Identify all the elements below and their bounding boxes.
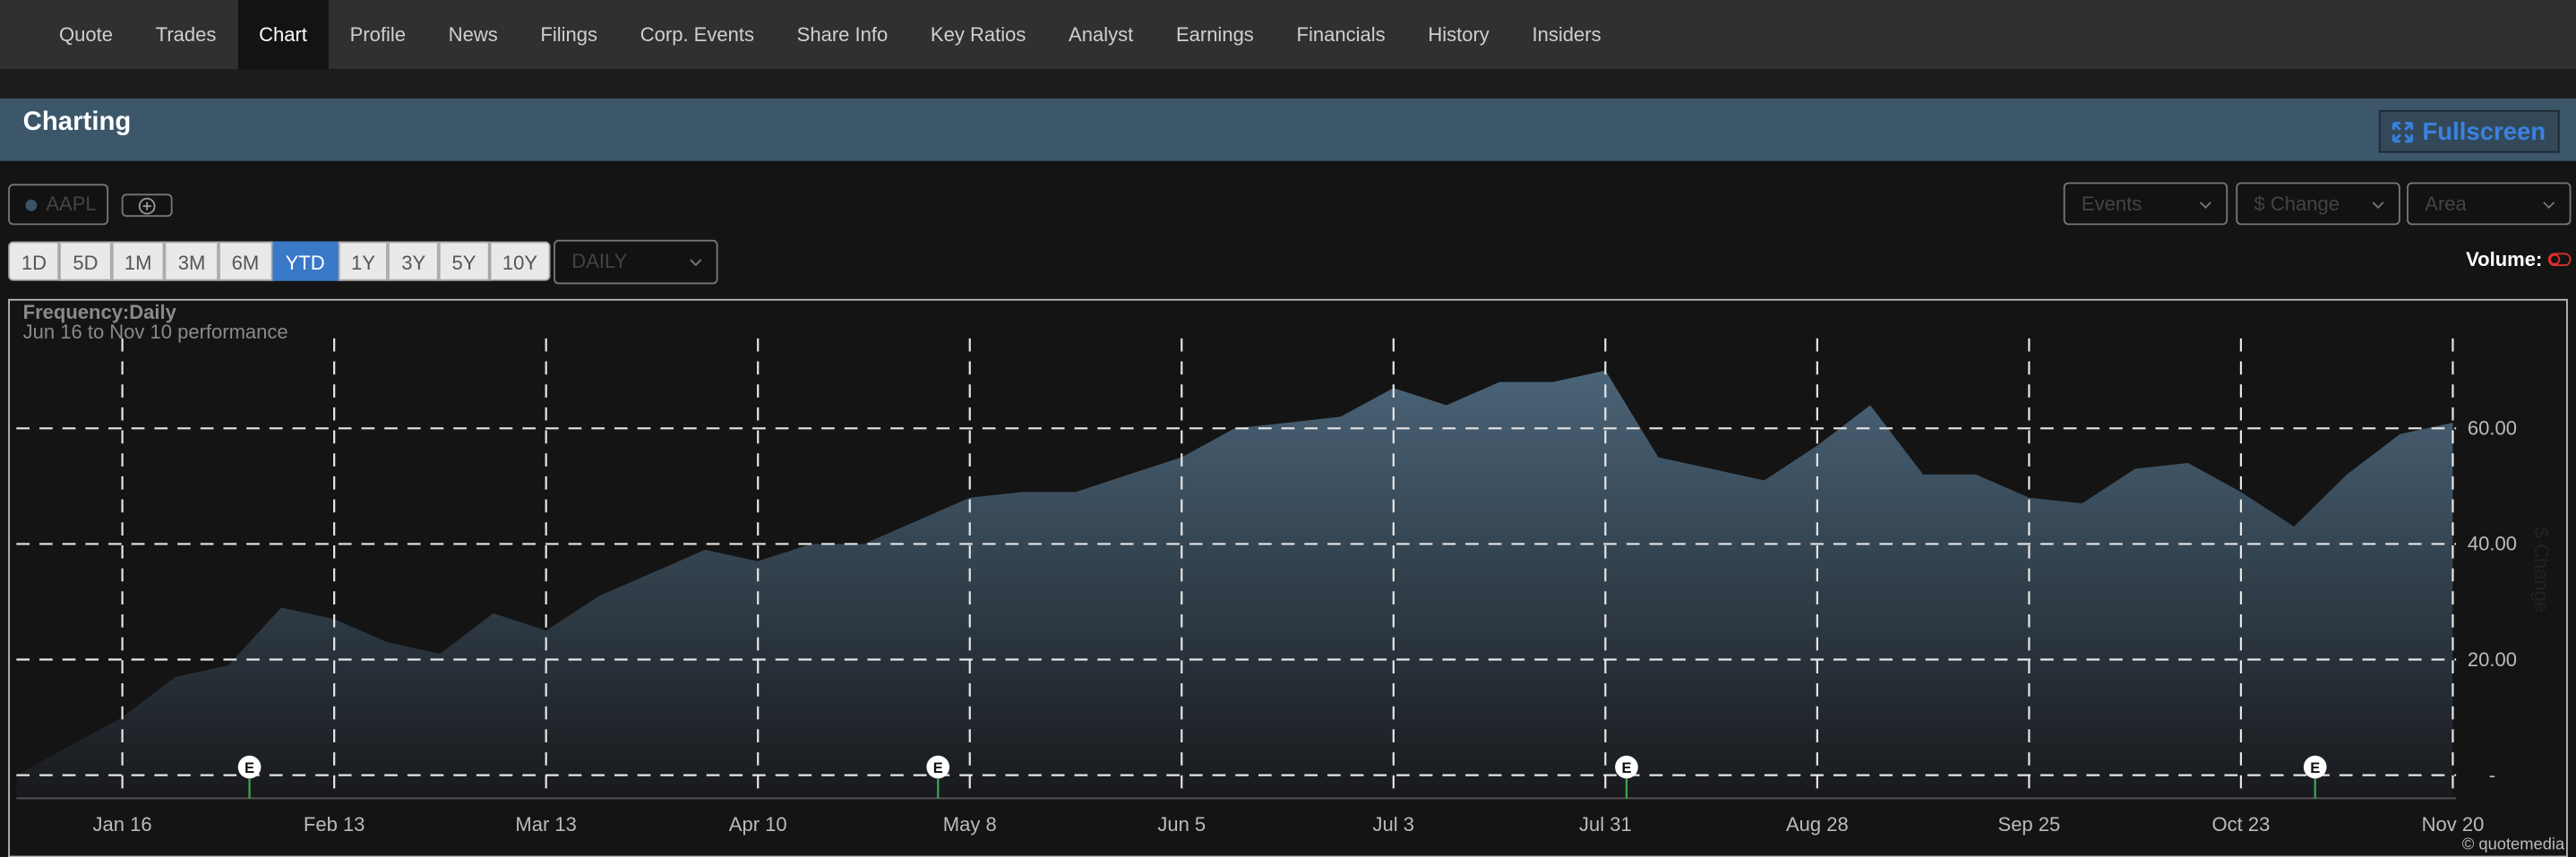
nav-bar: Quote Trades Chart Profile News Filings Corp. …	[0, 0, 2576, 70]
frequency-select[interactable]: DAILY	[554, 239, 718, 285]
add-symbol-button[interactable]	[121, 193, 173, 218]
period-button[interactable]: YTD	[271, 241, 339, 281]
fullscreen-label: Fullscreen	[2422, 117, 2546, 146]
nav-tab[interactable]: Key Ratios	[930, 22, 1026, 47]
nav-tab[interactable]: Earnings	[1175, 22, 1254, 47]
earnings-label: E	[1621, 760, 1631, 776]
chart-title: Frequency:Daily	[23, 301, 177, 323]
earnings-marker	[1615, 755, 1638, 779]
nav-tab[interactable]: Corp. Events	[640, 22, 754, 47]
earnings-marker	[237, 755, 262, 779]
earnings-marker	[2303, 755, 2327, 779]
period-button[interactable]: 3M	[165, 241, 219, 281]
x-tick-label: Nov 20	[2422, 813, 2485, 836]
spacer	[0, 69, 2576, 99]
x-tick-label: Apr 10	[729, 813, 787, 836]
volume-label: Volume:	[2466, 247, 2543, 271]
earnings-marker	[926, 755, 950, 779]
earnings-label: E	[245, 760, 254, 776]
period-button[interactable]: 6M	[219, 241, 272, 281]
nav-tab[interactable]: Share Info	[796, 22, 889, 47]
x-tick-label: May 8	[943, 813, 997, 836]
header-title: Charting	[22, 108, 132, 137]
area	[16, 370, 2453, 799]
period-button[interactable]: 5D	[59, 241, 112, 281]
nav-tab[interactable]: Filings	[540, 22, 598, 47]
credit: © quotemedia	[2462, 834, 2565, 853]
x-tick-label: Jan 16	[93, 813, 152, 836]
volume-switch	[2547, 253, 2572, 267]
earnings-label: E	[2310, 760, 2320, 776]
period-button[interactable]: 5Y	[438, 241, 490, 281]
x-tick-label: Jul 3	[1373, 813, 1414, 836]
volume-toggle[interactable]: Volume:	[2466, 247, 2572, 271]
dropdown[interactable]: Events	[2063, 182, 2228, 226]
symbol-label: AAPL	[46, 192, 97, 216]
x-tick-label: Aug 28	[1786, 813, 1849, 836]
dropdown[interactable]: Area	[2407, 182, 2572, 226]
period-button[interactable]: 1Y	[338, 241, 389, 281]
symbol-dot	[25, 199, 38, 211]
period-button[interactable]: 1M	[111, 241, 166, 281]
x-tick-label: Jul 31	[1579, 813, 1632, 836]
nav-tab[interactable]: Chart	[237, 0, 329, 70]
x-tick-label: Feb 13	[304, 813, 365, 836]
nav-tab[interactable]: Quote	[59, 22, 114, 47]
nav-tab[interactable]: Profile	[349, 22, 406, 47]
nav-tab[interactable]: History	[1428, 22, 1490, 47]
fullscreen-icon	[2392, 121, 2414, 142]
period-button[interactable]: 1D	[8, 241, 60, 281]
nav-tab[interactable]: Trades	[155, 22, 217, 47]
period-button[interactable]: 3Y	[388, 241, 439, 281]
chart-subtitle: Jun 16 to Nov 10 performance	[23, 321, 288, 343]
period-buttons: 1D 5D 1M 3M 6M YTD 1Y 3Y 5Y 10Y	[8, 241, 551, 281]
y-tick-label: 20.00	[2468, 648, 2517, 671]
x-tick-label: Sep 25	[1998, 813, 2061, 836]
y-axis-label: $ Change	[2530, 527, 2553, 613]
fullscreen-button[interactable]: Fullscreen	[2378, 109, 2560, 153]
earnings-label: E	[933, 760, 943, 776]
nav-tab[interactable]: News	[448, 22, 498, 47]
nav-tab[interactable]: Analyst	[1069, 22, 1134, 47]
header-bar	[0, 99, 2576, 161]
chart: Frequency:Daily Jun 16 to Nov 10 perform…	[16, 301, 2565, 853]
dropdown[interactable]: $ Change	[2236, 182, 2400, 226]
nav-tab[interactable]: Insiders	[1532, 22, 1601, 47]
y-tick-label: 40.00	[2468, 533, 2517, 555]
period-button[interactable]: 10Y	[489, 241, 551, 281]
nav-tab[interactable]: Financials	[1296, 22, 1386, 47]
x-tick-label: Jun 5	[1157, 813, 1206, 836]
add-icon	[138, 197, 156, 215]
x-tick-label: Oct 23	[2212, 813, 2271, 836]
y-tick-label: -	[2489, 764, 2495, 786]
x-tick-label: Mar 13	[515, 813, 576, 836]
y-tick-label: 60.00	[2468, 417, 2517, 440]
symbol-chip[interactable]: AAPL	[8, 184, 109, 226]
